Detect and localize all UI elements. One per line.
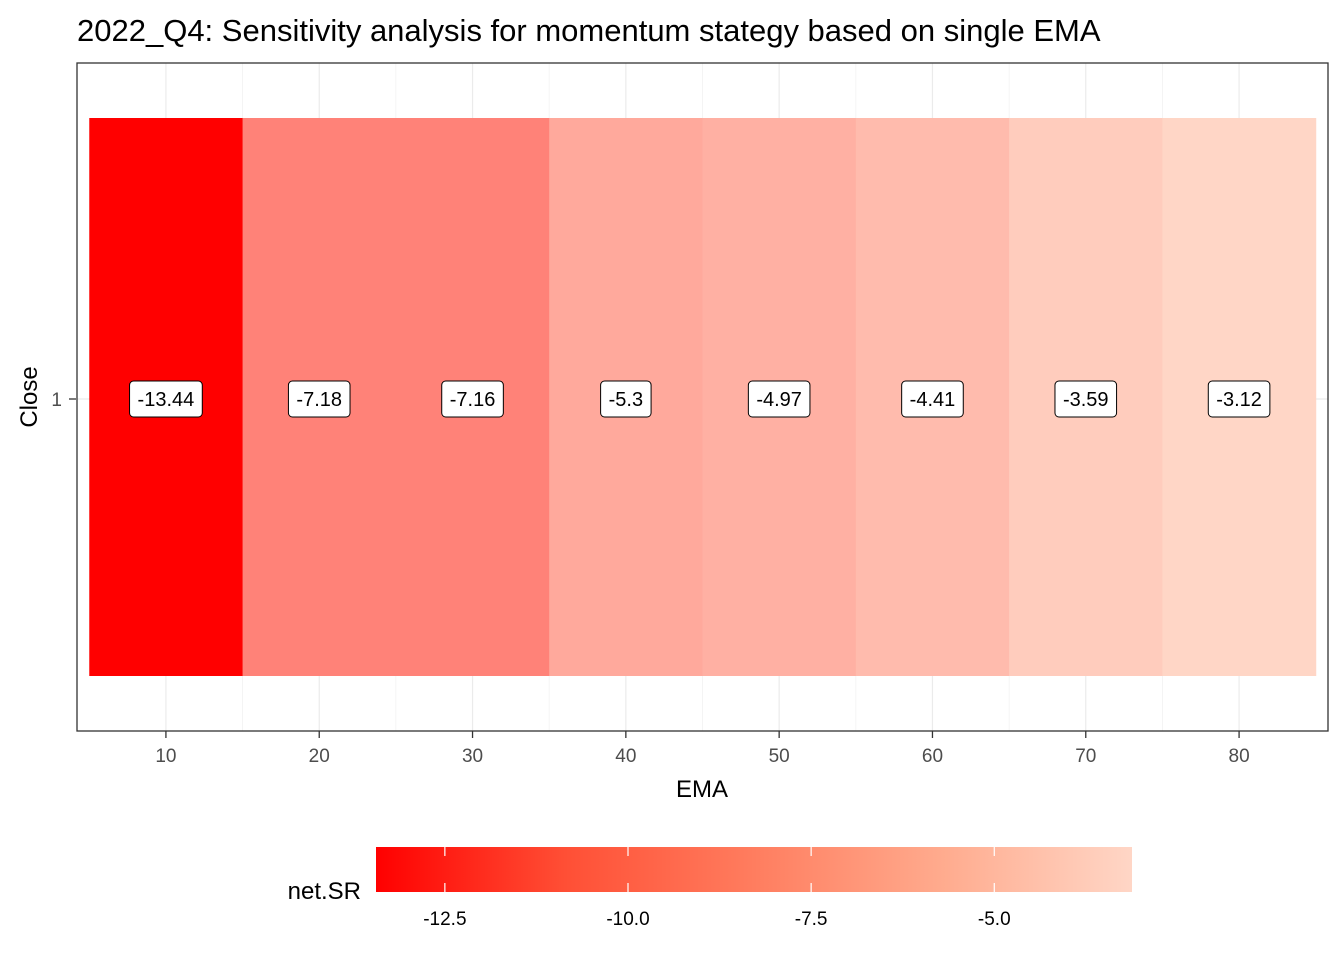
x-tick-label: 20 <box>309 746 330 767</box>
value-labels: -13.44 -7.18 -7.16 -5.3 -4.97 -4.41 -3.59 -3.12 <box>129 380 1271 418</box>
heatmap-tiles <box>89 118 1317 676</box>
x-tick-label: 10 <box>155 746 176 767</box>
value-label-text: -3.59 <box>1063 389 1109 411</box>
value-label: -3.12 <box>1207 380 1271 418</box>
value-label-text: -5.3 <box>609 389 643 411</box>
legend-ticks: -12.5 -10.0 -7.5 -5.0 <box>423 847 1011 930</box>
x-tick-label: 50 <box>769 746 790 767</box>
legend-title: net.SR <box>288 878 361 905</box>
legend-tick-label: -7.5 <box>795 909 828 930</box>
x-tick-label: 60 <box>922 746 943 767</box>
value-label: -4.97 <box>747 380 811 418</box>
value-label-box <box>129 380 203 418</box>
x-tick-label: 40 <box>615 746 636 767</box>
legend: net.SR -12.5 -10.0 -7.5 -5.0 <box>288 847 1132 930</box>
legend-colorbar <box>376 847 1132 892</box>
x-tick-label: 70 <box>1075 746 1096 767</box>
value-label-box <box>600 380 652 418</box>
value-label-text: -4.97 <box>756 389 802 411</box>
x-tick-label: 30 <box>462 746 483 767</box>
value-label-box <box>747 380 811 418</box>
value-label-box <box>441 380 504 418</box>
plot-panel: -13.44 -7.18 -7.16 -5.3 -4.97 -4.41 -3.59 -3.12 <box>76 62 1329 732</box>
value-label-text: -7.18 <box>296 389 342 411</box>
value-label-box <box>1207 380 1271 418</box>
value-label: -3.59 <box>1054 380 1118 418</box>
value-label: -13.44 <box>129 380 203 418</box>
value-label-box <box>901 380 964 418</box>
x-axis-title: EMA <box>676 776 728 803</box>
value-label-text: -7.16 <box>450 389 496 411</box>
legend-tick-label: -5.0 <box>978 909 1011 930</box>
value-label-text: -4.41 <box>910 389 956 411</box>
value-label: -7.18 <box>287 380 351 418</box>
chart-title: 2022_Q4: Sensitivity analysis for moment… <box>77 13 1101 48</box>
value-label: -4.41 <box>901 380 964 418</box>
y-axis-title: Close <box>16 366 43 427</box>
value-label-box <box>287 380 351 418</box>
value-label: -5.3 <box>600 380 652 418</box>
panel-border <box>76 62 1329 732</box>
y-axis: 1 <box>51 390 76 411</box>
legend-tick-label: -12.5 <box>423 909 466 930</box>
x-axis: 10 20 30 40 50 60 70 80 <box>155 731 1250 767</box>
value-label-text: -13.44 <box>138 389 195 411</box>
value-label-text: -3.12 <box>1216 389 1262 411</box>
value-label: -7.16 <box>441 380 504 418</box>
legend-tick-label: -10.0 <box>606 909 649 930</box>
y-tick-label: 1 <box>51 390 62 411</box>
value-label-box <box>1054 380 1118 418</box>
x-tick-label: 80 <box>1229 746 1250 767</box>
